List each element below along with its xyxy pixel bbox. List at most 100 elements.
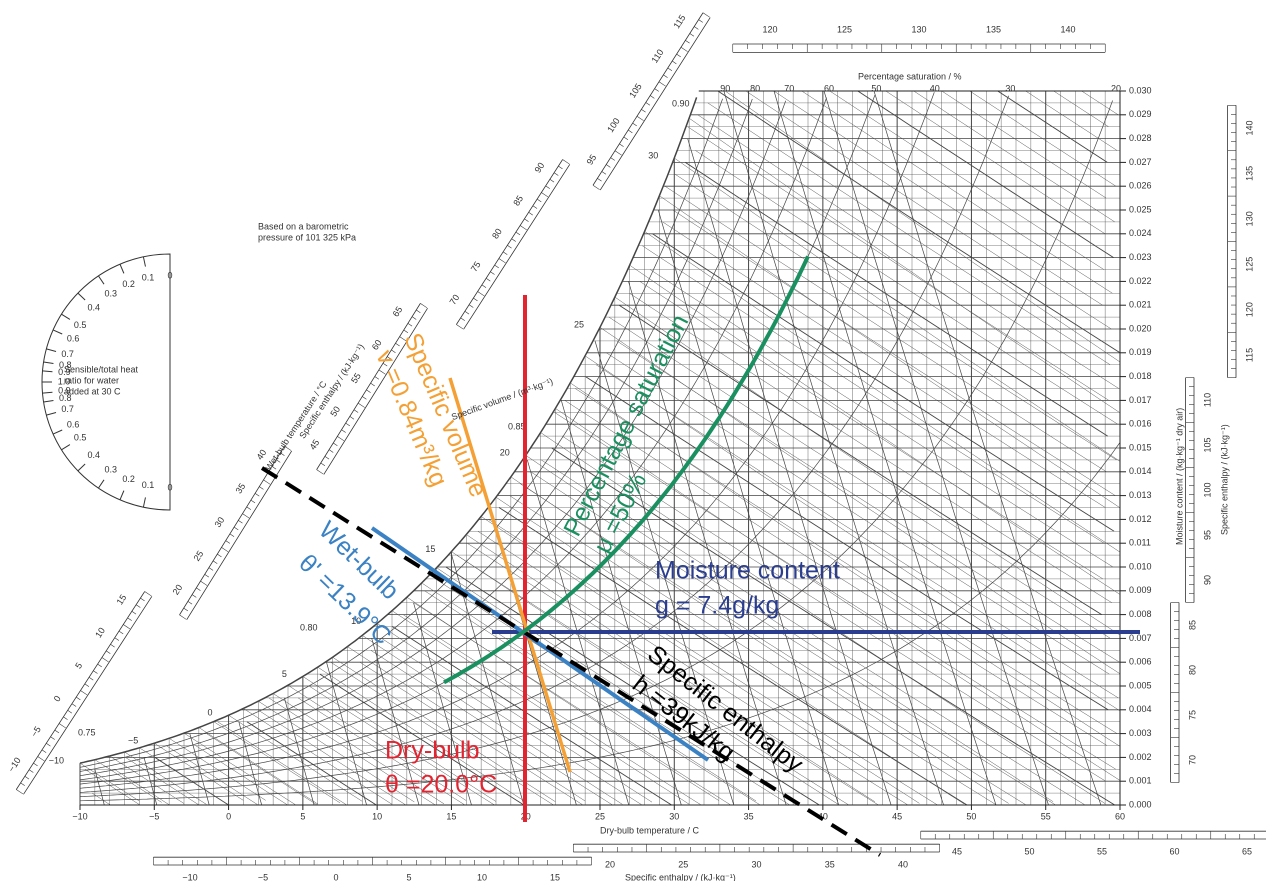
enthalpy-grid [857,90,1114,258]
enthalpy-ruler-tick [702,12,710,18]
enthalpy-label: 25 [678,859,688,869]
volume-grid [773,90,997,806]
enthalpy-ruler-tick [473,297,478,302]
protractor-label: 0.9 [58,386,71,396]
enthalpy-grid [370,650,613,806]
protractor-label: 0.7 [61,404,74,414]
enthalpy-label: −10 [182,872,197,881]
enthalpy-ruler-tick [20,782,25,786]
protractor-tick [52,329,63,335]
wet-bulb-grid [629,264,1121,595]
percentage-curve [79,98,723,768]
y-tick-label: 0.016 [1129,419,1152,429]
enthalpy-ruler [573,843,940,853]
enthalpy-grid [1053,90,1109,127]
annotation: Dry-bulb [385,737,479,765]
wet-bulb-grid [614,296,1121,636]
enthalpy-ruler-tick [118,630,124,635]
enthalpy-grid [664,186,1107,472]
wet-bulb-grid [584,355,1121,712]
enthalpy-label: 20 [605,859,615,869]
protractor-label: 0.3 [104,288,117,298]
volume-grid [594,340,735,806]
enthalpy-label: 30 [751,859,761,869]
wet-bulb-grid [168,738,266,801]
annotation-lines [260,255,1140,857]
enthalpy-grid [554,412,1117,770]
enthalpy-grid [618,304,1102,615]
enthalpy-ruler-tick [477,291,485,297]
enthalpy-ruler-tick [416,309,421,314]
enthalpy-ruler-tick [114,637,120,641]
protractor-tick [98,275,105,285]
wet-bulb-label: 20 [500,448,510,458]
volume-grid [723,90,944,806]
volume-label: 0.85 [508,421,526,431]
wet-bulb-grid [198,727,318,805]
wet-bulb-grid [139,747,229,806]
protractor-label: 0.9 [58,367,71,377]
protractor-label: 0.3 [104,464,117,474]
y-tick-label: 0.029 [1129,109,1152,119]
wet-bulb-label: 5 [282,669,287,679]
protractor-tick [46,412,57,416]
enthalpy-ruler-tick [507,245,512,249]
enthalpy-label: 80 [490,227,504,241]
protractor-label: 0 [167,270,172,280]
enthalpy-label: 55 [1097,846,1107,856]
wet-bulb-grid [570,382,1121,747]
enthalpy-ruler-tick [221,547,229,553]
x-tick-label: 45 [892,811,902,821]
protractor-label: 0.1 [142,480,155,490]
enthalpy-ruler-tick [519,225,527,231]
enthalpy-ruler-tick [250,499,256,504]
enthalpy-label: 65 [391,305,405,319]
enthalpy-grid [562,435,1106,782]
percentage-curve [79,100,1113,797]
enthalpy-grid [969,90,1117,187]
saturation-label: 20 [1111,83,1121,93]
enthalpy-ruler-tick [403,329,409,333]
enthalpy-ruler-tick [341,429,346,433]
volume-grid [189,733,210,806]
enthalpy-ruler-tick [362,396,367,400]
enthalpy-ruler-tick [498,258,506,264]
enthalpy-ruler-tick [200,580,208,586]
wet-bulb-grid [94,759,162,803]
enthalpy-label: 50 [328,404,342,418]
enthalpy-grid [1081,90,1119,115]
enthalpy-ruler-tick [545,185,550,189]
enthalpy-ruler-tick [411,316,417,320]
enthalpy-ruler-tick [191,594,197,598]
enthalpy-label: 30 [213,515,227,529]
enthalpy-label: 70 [448,293,462,307]
enthalpy-ruler-tick [610,157,615,161]
enthalpy-ruler-tick [349,416,355,420]
enthalpy-grid [675,174,1117,461]
enthalpy-ruler [592,12,711,191]
saturation-label: 90 [720,83,730,93]
enthalpy-label: 115 [671,13,687,30]
protractor-tick [46,348,57,352]
enthalpy-ruler-tick [337,436,345,442]
wet-bulb-grid [183,732,296,805]
enthalpy-ruler-tick [54,729,60,734]
enthalpy-grid [941,90,1107,199]
enthalpy-grid [308,685,495,806]
y-tick-label: 0.001 [1129,776,1152,786]
y-tick-label: 0.009 [1129,585,1152,595]
y-tick-label: 0.014 [1129,466,1152,476]
enthalpy-ruler-tick [698,19,703,23]
enthalpy-label: 135 [986,24,1001,34]
enthalpy-ruler-tick [93,670,98,674]
enthalpy-grid [246,721,377,806]
wet-bulb-label: 15 [425,544,435,554]
wet-bulb-grid [436,567,794,801]
protractor-tick [42,391,53,394]
x-tick-label: 50 [966,811,976,821]
enthalpy-grid [695,150,1118,425]
wet-bulb-grid [688,117,1121,414]
annotations: Moisture content g = 7.4g/kg Percentage … [293,310,840,799]
enthalpy-grid [642,245,1105,544]
enthalpy-label: 45 [952,846,962,856]
